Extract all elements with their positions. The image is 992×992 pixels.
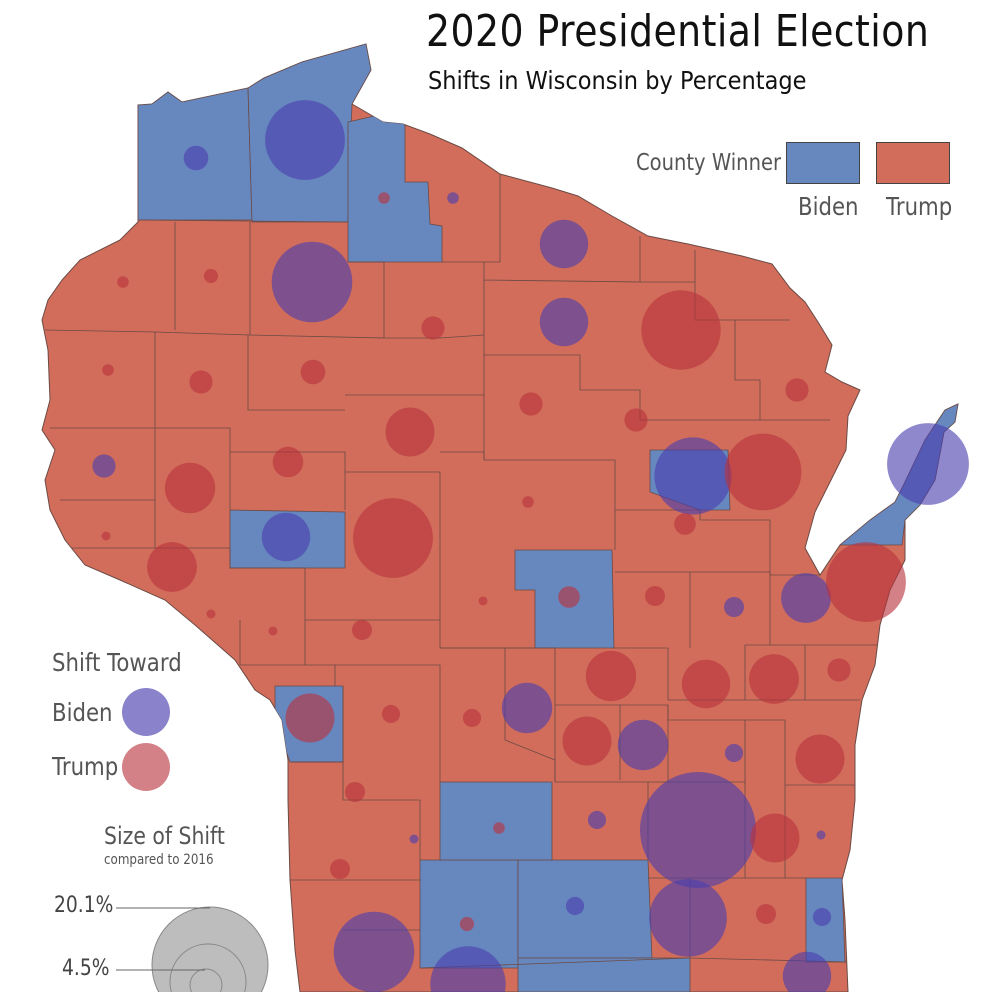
shift-bubble-biden — [781, 573, 831, 623]
shift-bubble-trump — [645, 586, 665, 606]
shift-bubble-trump — [478, 596, 488, 606]
shift-bubble-biden — [724, 743, 744, 763]
shift-bubble-trump — [102, 364, 114, 376]
legend-trump-label: Trump — [886, 192, 953, 221]
legend-size-mid: 4.5% — [62, 956, 110, 981]
shift-bubble-biden — [724, 597, 744, 617]
legend-size-max: 20.1% — [54, 893, 114, 918]
legend-trump-swatch — [876, 142, 950, 184]
shift-bubble-biden — [92, 454, 116, 478]
shift-bubble-biden — [565, 896, 585, 916]
shift-bubble-trump — [272, 446, 304, 478]
shift-bubble-trump — [641, 290, 721, 370]
shift-bubble-trump — [353, 498, 433, 578]
shift-bubble-trump — [462, 708, 482, 728]
shift-bubble-biden — [409, 834, 419, 844]
shift-bubble-trump — [285, 693, 335, 743]
shift-bubble-trump — [189, 370, 213, 394]
legend-shift-trump-circle — [122, 743, 170, 791]
shift-bubble-biden — [649, 879, 727, 957]
shift-bubble-trump — [459, 916, 475, 932]
shift-bubble-biden — [271, 241, 353, 323]
legend-winner-title: County Winner — [636, 150, 782, 176]
shift-bubble-trump — [558, 586, 580, 608]
shift-bubble-biden — [816, 830, 826, 840]
shift-bubble-trump — [795, 734, 845, 784]
shift-bubble-trump — [750, 813, 800, 863]
size-legend-rings — [116, 906, 269, 992]
shift-bubble-trump — [421, 316, 445, 340]
shift-bubble-trump — [674, 513, 696, 535]
shift-bubble-biden — [782, 951, 832, 992]
shift-bubble-trump — [203, 268, 219, 284]
county-dane-east — [517, 859, 653, 959]
shift-bubble-trump — [756, 904, 776, 924]
shift-bubble-biden — [261, 512, 311, 562]
map-subtitle: Shifts in Wisconsin by Percentage — [428, 66, 807, 95]
shift-bubble-biden — [654, 437, 732, 515]
legend-shift-title: Shift Toward — [52, 648, 182, 677]
shift-bubble-trump — [681, 659, 731, 709]
shift-bubble-trump — [117, 276, 129, 288]
shift-bubble-trump — [352, 620, 372, 640]
shift-bubble-biden — [887, 423, 969, 505]
legend-shift-trump-label: Trump — [52, 752, 119, 781]
county-rock — [517, 957, 691, 992]
legend-size-subtitle: compared to 2016 — [104, 852, 214, 868]
shift-bubble-trump — [493, 822, 505, 834]
shift-bubble-trump — [381, 704, 401, 724]
shift-bubble-trump — [519, 392, 543, 416]
legend-biden-swatch — [786, 142, 860, 184]
shift-bubble-trump — [206, 609, 216, 619]
shift-bubble-trump — [724, 433, 802, 511]
shift-bubble-biden — [640, 772, 756, 888]
county-sauk — [439, 781, 553, 861]
shift-bubble-trump — [385, 407, 435, 457]
shift-bubble-biden — [430, 946, 506, 992]
shift-bubble-biden — [501, 682, 553, 734]
legend-shift-biden-circle — [122, 688, 170, 736]
legend-size-title: Size of Shift — [104, 822, 225, 850]
shift-bubble-biden — [447, 192, 459, 204]
shift-bubble-biden — [617, 719, 669, 771]
shift-bubble-trump — [164, 462, 216, 514]
shift-bubble-trump — [300, 359, 326, 385]
shift-bubbles — [92, 100, 969, 992]
shift-bubble-trump — [827, 658, 851, 682]
legend-biden-label: Biden — [798, 192, 859, 221]
shift-bubble-biden — [539, 219, 589, 269]
shift-bubble-trump — [101, 531, 111, 541]
shift-bubble-trump — [378, 192, 390, 204]
shift-bubble-biden — [333, 911, 415, 992]
shift-bubble-trump — [624, 408, 648, 432]
shift-bubble-trump — [585, 650, 637, 702]
shift-bubble-trump — [785, 378, 809, 402]
shift-bubble-trump — [147, 542, 197, 592]
shift-bubble-biden — [539, 297, 589, 347]
shift-bubble-trump — [522, 496, 534, 508]
shift-bubble-biden — [812, 907, 832, 927]
shift-bubble-trump — [330, 859, 350, 879]
legend-shift-biden-label: Biden — [52, 698, 113, 727]
map-title: 2020 Presidential Election — [426, 6, 930, 57]
shift-bubble-trump — [345, 782, 365, 802]
shift-bubble-trump — [562, 716, 612, 766]
shift-bubble-trump — [268, 626, 278, 636]
shift-bubble-trump — [826, 542, 906, 622]
shift-bubble-biden — [587, 810, 607, 830]
shift-bubble-biden — [265, 100, 345, 180]
shift-bubble-biden — [183, 145, 209, 171]
shift-bubble-trump — [749, 654, 799, 704]
